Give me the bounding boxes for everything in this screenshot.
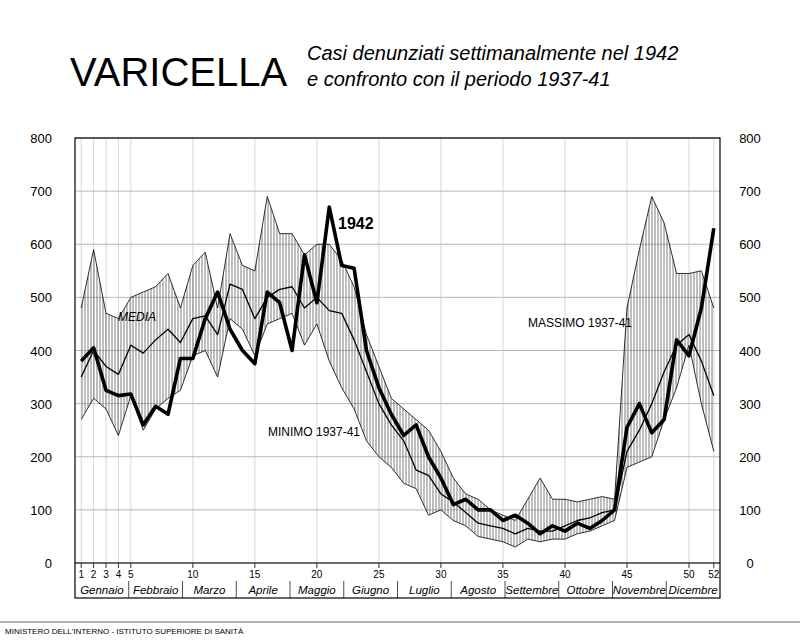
month-label: Novembre	[613, 584, 666, 596]
y-tick-label: 200	[30, 450, 52, 465]
x-tick-label: 20	[311, 569, 323, 580]
series-label: MEDIA	[118, 310, 156, 324]
x-tick	[118, 563, 119, 568]
y-tick-label: 700	[30, 184, 52, 199]
month-label: Febbraio	[133, 584, 179, 596]
x-tick-label: 40	[559, 569, 571, 580]
x-tick	[316, 563, 317, 568]
y-tick-label: 500	[30, 290, 52, 305]
y-tick-label-right: 800	[739, 131, 761, 146]
month-separator	[182, 581, 183, 598]
x-grid-line	[502, 138, 503, 563]
x-tick	[130, 563, 131, 568]
y-tick-label-right: 500	[739, 290, 761, 305]
y-tick-label: 800	[30, 131, 52, 146]
plot-frame	[75, 138, 720, 598]
month-label: Aprile	[247, 584, 277, 596]
x-tick-label: 5	[128, 569, 134, 580]
y-tick-label-right: 400	[739, 344, 761, 359]
y-tick-label-right: 700	[739, 184, 761, 199]
x-tick-label: 35	[497, 569, 509, 580]
y-tick-label: 400	[30, 344, 52, 359]
month-label: Luglio	[409, 584, 440, 596]
y-tick-label-right: 200	[739, 450, 761, 465]
month-separator	[290, 581, 291, 598]
month-separator	[343, 581, 344, 598]
y-tick-label-right: 600	[739, 237, 761, 252]
x-tick-label: 45	[621, 569, 633, 580]
month-separator	[397, 581, 398, 598]
y-grid-line	[75, 509, 720, 510]
y-grid-line	[75, 244, 720, 245]
subtitle: e confronto con il periodo 1937-41	[307, 68, 611, 90]
x-tick	[626, 563, 627, 568]
x-tick	[713, 563, 714, 568]
y-tick-label: 100	[30, 503, 52, 518]
y-tick-label-right: 300	[739, 397, 761, 412]
x-grid-line	[378, 138, 379, 563]
plot-area	[81, 196, 714, 547]
x-tick-label: 3	[103, 569, 109, 580]
month-separator	[451, 581, 452, 598]
x-tick-label: 10	[187, 569, 199, 580]
month-label: Giugno	[352, 584, 390, 596]
y-tick-label: 600	[30, 237, 52, 252]
month-label: Agosto	[459, 584, 496, 596]
source: MINISTERO DELL'INTERNO - ISTITUTO SUPERI…	[5, 627, 244, 636]
month-label: Settembre	[505, 584, 558, 596]
x-tick	[106, 563, 107, 568]
month-label: Dicembre	[669, 584, 718, 596]
x-tick	[81, 563, 82, 568]
x-tick	[688, 563, 689, 568]
footer-rule	[0, 622, 800, 623]
y-tick-label-right: 0	[746, 556, 753, 571]
x-tick	[192, 563, 193, 568]
month-separator	[558, 581, 559, 598]
x-tick-label: 25	[373, 569, 385, 580]
chart: VARICELLA Casi denunziati settimanalmente…	[0, 0, 800, 644]
y-grid-line	[75, 563, 720, 564]
x-tick	[93, 563, 94, 568]
x-tick-label: 1	[78, 569, 84, 580]
month-separator	[128, 581, 129, 598]
series-line	[81, 207, 714, 534]
x-grid-line	[316, 138, 317, 563]
month-label: Marzo	[193, 584, 226, 596]
series-label: MINIMO 1937-41	[268, 425, 360, 439]
x-tick-label: 4	[116, 569, 122, 580]
x-tick-label: 50	[683, 569, 695, 580]
month-label: Maggio	[298, 584, 336, 596]
x-tick	[378, 563, 379, 568]
series-label: 1942	[338, 215, 374, 232]
x-tick	[502, 563, 503, 568]
title: VARICELLA	[70, 50, 287, 94]
range-band	[81, 196, 714, 547]
month-separator	[236, 581, 237, 598]
month-label: Ottobre	[566, 584, 604, 596]
y-tick-label-right: 100	[739, 503, 761, 518]
x-tick-label: 15	[249, 569, 261, 580]
y-tick-label: 0	[45, 556, 52, 571]
x-tick-label: 30	[435, 569, 447, 580]
month-label: Gennaio	[80, 584, 124, 596]
grid	[75, 138, 720, 563]
chart-root: VARICELLA Casi denunziati settimanalmente…	[0, 0, 800, 644]
series-label: MASSIMO 1937-41	[528, 316, 632, 330]
y-grid-line	[75, 191, 720, 192]
series-line	[81, 284, 714, 534]
month-separator	[666, 581, 667, 598]
x-tick	[254, 563, 255, 568]
x-tick	[564, 563, 565, 568]
subtitle: Casi denunziati settimanalmente nel 1942	[307, 42, 678, 64]
x-tick	[440, 563, 441, 568]
x-tick-label: 2	[91, 569, 97, 580]
x-axis	[75, 562, 720, 563]
x-tick-label: 52	[708, 569, 720, 580]
y-tick-label: 300	[30, 397, 52, 412]
series-line	[81, 313, 714, 547]
